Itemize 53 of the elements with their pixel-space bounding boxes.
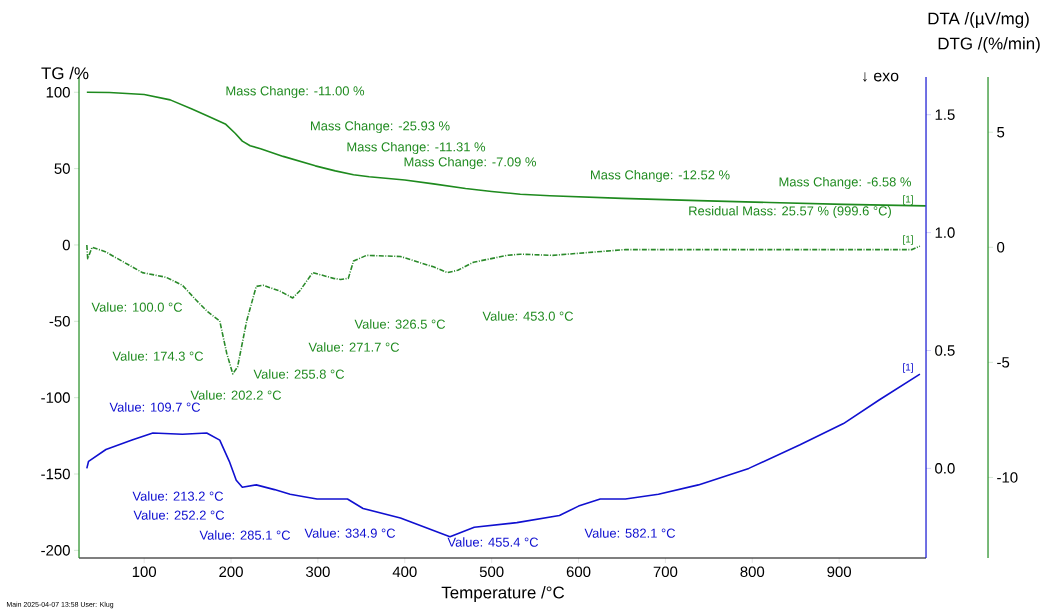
y2-tick-label: 1.5 [935, 109, 955, 120]
x-tick-label: 700 [653, 566, 678, 578]
annotation: Value: 202.2 °C [190, 390, 282, 400]
annotation: Residual Mass: 25.57 % (999.6 °C) [689, 205, 891, 219]
annotation: Value: 453.0 °C [482, 311, 574, 321]
annotation: Value: 271.7 °C [308, 342, 400, 352]
y-tick-label: -50 [49, 316, 70, 327]
annotation: Mass Change: -7.09 % [404, 156, 536, 170]
annotation: Value: 334.9 °C [304, 528, 396, 538]
annotation: [1] [903, 235, 913, 245]
annotation: Value: 326.5 °C [354, 319, 446, 329]
x-tick-label: 900 [827, 566, 852, 578]
annotation: Value: 582.1 °C [584, 528, 676, 538]
y3-tick-label: 0 [997, 242, 1005, 253]
y2-tick-label: 0.5 [935, 345, 955, 356]
annotation: [1] [903, 195, 913, 205]
x-tick-label: 800 [740, 566, 765, 578]
x-tick-label: 400 [392, 566, 417, 578]
annotation: Value: 213.2 °C [132, 491, 224, 501]
y-tick-label: -200 [41, 545, 70, 556]
annotation: Value: 174.3 °C [112, 351, 204, 361]
y-tick-label: 100 [46, 86, 70, 98]
y-tick-label: 50 [54, 163, 70, 174]
x-axis-title: Temperature /°C [441, 586, 565, 602]
y2-tick-label: 0.0 [935, 463, 955, 474]
x-tick-label: 600 [566, 566, 591, 578]
annotation: Mass Change: -6.58 % [779, 176, 911, 190]
y2-axis-title: DTA /(µV/mg) [928, 12, 1029, 28]
x-tick-label: 300 [306, 566, 330, 578]
x-tick-label: 500 [479, 566, 504, 578]
y-axis-title: TG /% [41, 66, 89, 80]
annotation: Value: 252.2 °C [133, 510, 225, 520]
y3-axis-title: DTG /(%/min) [938, 37, 1040, 53]
annotation: Mass Change: -12.52 % [591, 169, 730, 183]
annotation: Mass Change: -11.31 % [347, 141, 486, 155]
annotation: Value: 255.8 °C [253, 369, 345, 379]
y2-tick-label: 1.0 [935, 227, 955, 238]
annotation: [1] [903, 363, 913, 373]
annotation: Mass Change: -25.93 % [311, 120, 450, 134]
y-tick-label: 0 [62, 239, 70, 251]
y-tick-label: -150 [41, 468, 70, 480]
annotation: Value: 285.1 °C [199, 530, 291, 540]
x-tick-label: 100 [132, 566, 157, 578]
y3-tick-label: -5 [997, 357, 1010, 368]
annotation: Value: 100.0 °C [91, 302, 183, 312]
x-tick-label: 200 [219, 566, 243, 578]
y3-tick-label: -10 [997, 472, 1018, 483]
y-tick-label: -100 [41, 392, 70, 403]
annotation: Value: 109.7 °C [109, 402, 201, 412]
annotation: Value: 455.4 °C [447, 537, 539, 547]
annotation: Mass Change: -11.00 % [226, 85, 365, 99]
annotation: ↓ exo [863, 72, 899, 82]
y3-tick-label: 5 [997, 127, 1005, 138]
